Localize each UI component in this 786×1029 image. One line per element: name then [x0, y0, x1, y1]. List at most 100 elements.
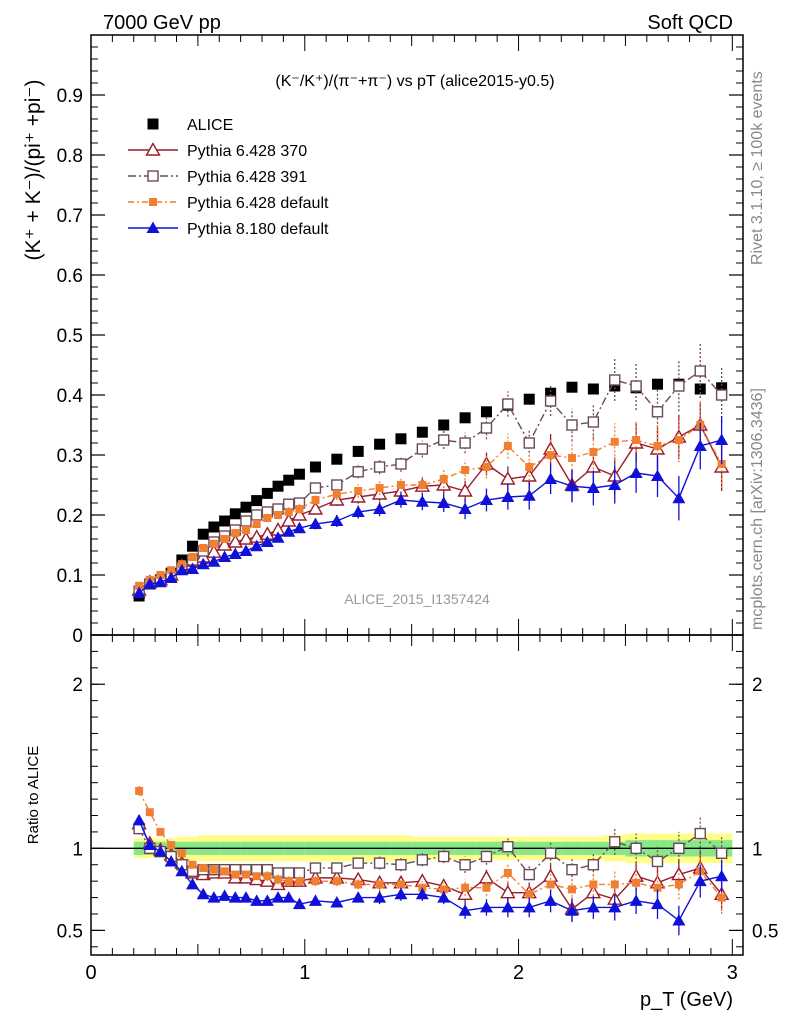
main-ytick-label: 0.9: [57, 86, 83, 107]
main-panel-series: [131, 344, 730, 602]
ratio-point-pythia-6-428-391: [331, 862, 343, 874]
ratio-ytick-label-right: 0.5: [752, 921, 778, 942]
ratio-point-pythia-8-180-default: [153, 845, 167, 857]
main-point-pythia-6-428-default: [461, 466, 470, 474]
main-point-pythia-8-180-default: [479, 493, 493, 505]
ratio-point-pythia-8-180-default: [458, 904, 472, 916]
main-point-pythia-6-428-default: [167, 566, 176, 575]
ratio-point-pythia-6-428-default: [252, 872, 261, 881]
ratio-point-pythia-8-180-default: [479, 900, 493, 913]
ratio-point-pythia-6-428-391: [523, 868, 535, 881]
main-point-pythia-6-428-default: [439, 475, 448, 483]
main-ytick-label: 0.3: [57, 446, 83, 467]
ratio-point-pythia-6-428-default: [220, 867, 229, 876]
main-point-pythia-8-180-default: [608, 478, 622, 490]
main-point-pythia-8-180-default: [260, 535, 274, 547]
legend-label: Pythia 6.428 default: [187, 195, 329, 212]
ratio-point-pythia-6-428-391: [309, 862, 322, 874]
ratio-point-pythia-6-428-default: [177, 849, 186, 858]
main-point-pythia-8-180-default: [292, 521, 306, 534]
main-point-alice: [587, 383, 599, 395]
ratio-point-pythia-6-428-391: [373, 857, 386, 869]
ratio-point-pythia-6-428-370: [478, 869, 495, 884]
ratio-point-pythia-6-428-391: [480, 850, 493, 863]
main-title: (K⁻/K⁺)/(π⁻+π⁻) vs pT (alice2015-y0.5): [275, 73, 554, 90]
ratio-point-pythia-8-180-default: [522, 900, 536, 913]
main-point-alice: [438, 419, 450, 431]
main-point-alice: [251, 495, 263, 507]
legend-item-pythia-6-428-370: Pythia 6.428 370: [128, 142, 307, 160]
ratio-point-pythia-8-180-default: [164, 854, 178, 867]
main-point-alice: [240, 501, 252, 513]
main-line-pythia-6-428-370: [138, 424, 723, 591]
ratio-point-pythia-6-428-391: [566, 863, 578, 876]
x-axis-label: p_T (GeV): [640, 989, 733, 1011]
legend-marker: [147, 118, 159, 130]
main-point-pythia-6-428-370: [436, 477, 452, 491]
legend-item-pythia-8-180-default: Pythia 8.180 default: [128, 221, 329, 238]
ratio-point-pythia-6-428-default: [439, 885, 448, 894]
ratio-point-pythia-8-180-default: [544, 894, 558, 906]
main-point-pythia-8-180-default: [164, 571, 178, 583]
header-left: 7000 GeV pp: [103, 12, 221, 34]
ratio-point-pythia-6-428-default: [354, 880, 363, 889]
ratio-point-pythia-8-180-default: [239, 891, 253, 903]
ratio-point-pythia-8-180-default: [186, 877, 200, 890]
main-point-pythia-6-428-default: [252, 520, 261, 528]
main-point-alice: [459, 412, 471, 424]
ratio-point-pythia-6-428-default: [674, 880, 683, 889]
main-point-pythia-8-180-default: [373, 502, 387, 514]
main-point-alice: [283, 474, 295, 486]
ratio-point-pythia-8-180-default: [308, 894, 322, 906]
main-point-alice: [309, 461, 321, 473]
header-right: Soft QCD: [647, 12, 733, 34]
ratio-point-pythia-6-428-default: [589, 880, 598, 889]
main-ytick-label: 0.5: [57, 326, 83, 347]
main-point-alice: [293, 468, 305, 480]
legend-item-pythia-6-428-default: Pythia 6.428 default: [128, 195, 329, 212]
legend: ALICE Pythia 6.428 370 Pythia 6.428 391 Pyt…: [128, 117, 329, 238]
main-point-pythia-6-428-default: [295, 505, 304, 513]
ratio-series-pythia-6-428-default: [135, 785, 726, 914]
ratio-point-pythia-8-180-default: [501, 900, 515, 913]
main-point-pythia-8-180-default: [218, 550, 232, 562]
main-point-pythia-8-180-default: [522, 489, 536, 501]
main-point-pythia-6-428-391: [673, 380, 685, 392]
ratio-point-pythia-8-180-default: [260, 894, 274, 906]
ratio-ytick-label: 2: [72, 675, 83, 696]
main-point-alice: [261, 487, 273, 499]
main-point-pythia-6-428-default: [674, 436, 683, 444]
main-point-alice: [480, 406, 492, 418]
ratio-point-pythia-8-180-default: [672, 914, 686, 926]
legend-item-alice: ALICE: [147, 117, 233, 134]
ratio-point-pythia-6-428-391: [352, 857, 364, 869]
main-point-pythia-6-428-default: [610, 437, 619, 446]
ratio-point-pythia-6-428-default: [632, 878, 641, 887]
ratio-point-pythia-8-180-default: [693, 874, 707, 887]
main-point-pythia-6-428-391: [459, 437, 471, 449]
main-point-pythia-6-428-370: [585, 459, 602, 473]
ratio-point-pythia-6-428-default: [717, 893, 726, 902]
main-point-pythia-8-180-default: [196, 557, 210, 570]
main-point-pythia-8-180-default: [458, 502, 472, 514]
main-point-pythia-6-428-391: [352, 466, 364, 478]
ratio-point-pythia-8-180-default: [608, 900, 622, 913]
ratio-point-pythia-6-428-default: [167, 841, 176, 850]
main-point-pythia-6-428-391: [240, 515, 252, 527]
main-point-pythia-6-428-391: [609, 374, 621, 386]
main-point-pythia-6-428-391: [630, 380, 642, 392]
ratio-ytick-label: 0.5: [57, 921, 83, 942]
ratio-point-pythia-8-180-default: [132, 813, 146, 826]
main-point-pythia-6-428-391: [416, 443, 429, 455]
ratio-point-pythia-8-180-default: [175, 864, 189, 877]
main-point-pythia-8-180-default: [175, 563, 189, 576]
xtick-label: 2: [513, 962, 524, 984]
main-point-alice: [395, 433, 407, 445]
main-point-alice: [416, 426, 428, 438]
main-point-alice: [609, 380, 621, 392]
ratio-point-pythia-8-180-default: [271, 891, 285, 903]
ratio-series-pythia-6-428-391: [133, 815, 728, 885]
main-point-pythia-6-428-default: [396, 481, 405, 489]
main-point-pythia-8-180-default: [132, 586, 146, 598]
